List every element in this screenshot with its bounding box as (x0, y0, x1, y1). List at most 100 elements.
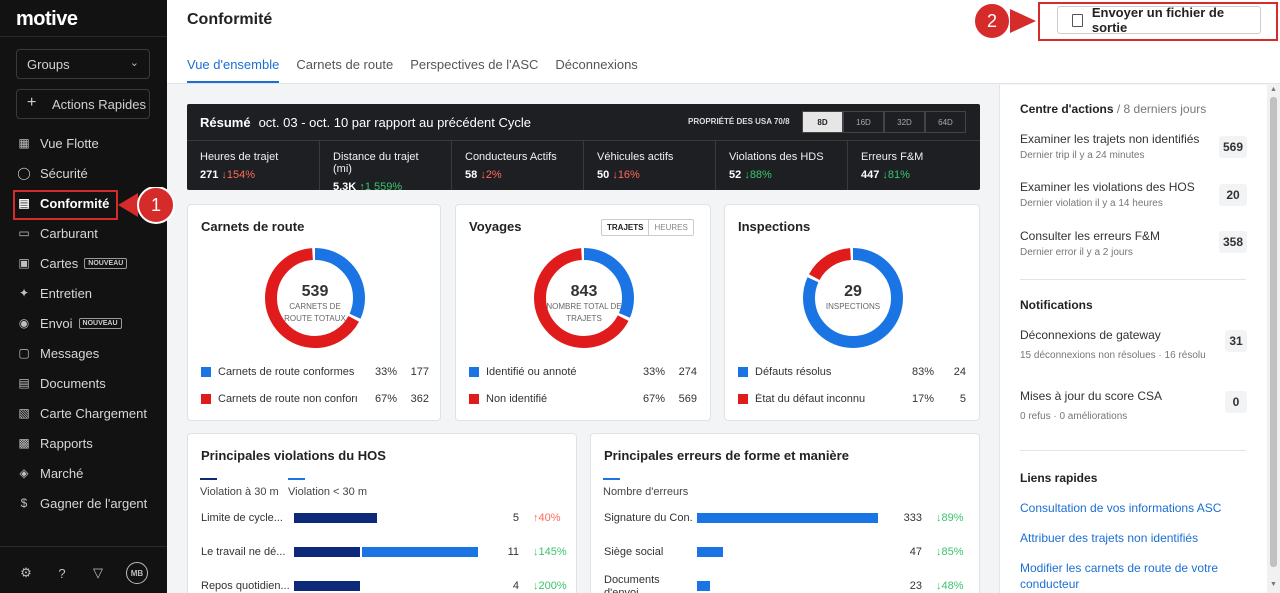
logs-card[interactable]: Carnets de route 539 CARNETS DE ROUTE TO… (187, 204, 441, 421)
sidebar-item-carburant[interactable]: ▭ Carburant (16, 221, 156, 245)
export-button[interactable]: Envoyer un fichier de sortie (1057, 5, 1261, 35)
property-label: PROPRIÉTÉ DES USA 70/8 (688, 117, 790, 126)
legend-swatch (603, 478, 620, 480)
legend-label: Nombre d'erreurs (603, 486, 689, 498)
notification-item[interactable]: Mises à jour du score CSA 0 refus · 0 amé… (1020, 389, 1247, 422)
notification-item[interactable]: Déconnexions de gateway 15 déconnexions n… (1020, 328, 1247, 361)
fm-row[interactable]: Siège social 47 ↓85% (604, 543, 969, 563)
sidebar-item-cartes[interactable]: ▣ Cartes NOUVEAU (16, 251, 156, 275)
sidebar-item-rapports[interactable]: ▩ Rapports (16, 431, 156, 455)
scroll-up-icon[interactable]: ▲ (1270, 86, 1277, 93)
row-count: 11 (507, 546, 519, 558)
sidebar-item-documents[interactable]: ▤ Documents (16, 371, 156, 395)
sidebar-item-envoi[interactable]: ◉ Envoi NOUVEAU (16, 311, 156, 335)
sidebar-item-securite[interactable]: ◯ Sécurité (16, 161, 156, 185)
hos-row[interactable]: Le travail ne dé... 11 ↓145% (201, 543, 567, 563)
fm-legend: Nombre d'erreurs (603, 478, 688, 498)
legend-row: État du défaut inconnu 17% 5 (738, 393, 966, 405)
hos-card-title: Principales violations du HOS (201, 448, 386, 463)
tab-csa[interactable]: Perspectives de l'ASC (410, 57, 539, 72)
sidebar-footer: ⚙ ? ▽ MB (18, 562, 148, 584)
bell-icon[interactable]: ▽ (93, 565, 103, 580)
sidebar-item-label: Documents (40, 375, 106, 391)
user-settings-icon[interactable]: ⚙ (20, 565, 32, 580)
page-header: Conformité Vue d'ensemble Carnets de rou… (167, 0, 1280, 84)
sidebar-item-label: Gagner de l'argent (40, 495, 148, 511)
location-icon: ◉ (18, 316, 30, 330)
logs-total: 539 (301, 283, 329, 300)
fm-row[interactable]: Documents d'envoi 23 ↓48% (604, 574, 969, 593)
notification-sub: 0 refus · 0 améliorations (1020, 411, 1128, 422)
avatar[interactable]: MB (126, 562, 148, 584)
hos-violations-card[interactable]: Principales violations du HOS (187, 433, 577, 593)
export-label: Envoyer un fichier de sortie (1091, 5, 1225, 35)
toggle-trips[interactable]: TRAJETS (602, 220, 650, 235)
sidebar-item-messages[interactable]: ▢ Messages (16, 341, 156, 365)
groups-label: Groups (27, 57, 70, 72)
toggle-hours[interactable]: HEURES (654, 223, 688, 232)
summary-metric: Véhicules actifs 50 ↓16% (583, 140, 715, 190)
help-icon[interactable]: ? (58, 565, 66, 581)
period-selector: 8D 16D 32D 64D (802, 111, 966, 133)
bar-dark (294, 513, 377, 523)
action-center-sub: / 8 derniers jours (1113, 102, 1207, 116)
motive-logo[interactable]: motive (16, 8, 78, 30)
conformite-highlight (13, 190, 118, 220)
sidebar-item-label: Envoi (40, 315, 73, 331)
tab-overview[interactable]: Vue d'ensemble (187, 57, 280, 83)
groups-dropdown[interactable]: Groups ⌄ (16, 49, 150, 79)
period-64d[interactable]: 64D (925, 111, 966, 133)
scrollbar-thumb[interactable] (1270, 97, 1277, 567)
metric-delta: ↑1 559% (359, 181, 403, 193)
row-count: 333 (903, 512, 922, 524)
metric-label: Violations des HDS (729, 151, 824, 163)
hos-row[interactable]: Repos quotidien... 4 ↓200% (201, 577, 567, 593)
link-csa-info[interactable]: Consultation de vos informations ASC (1020, 501, 1222, 515)
metric-value: 50 ↓16% (597, 169, 702, 181)
trips-card[interactable]: Voyages TRAJETS HEURES 843 NOMBRE TOTAL … (455, 204, 711, 421)
notification-sub: 15 déconnexions non résolues · 16 résolu (1020, 350, 1206, 361)
notification-count: 31 (1225, 330, 1247, 352)
hos-row[interactable]: Limite de cycle... 5 ↑40% (201, 509, 566, 529)
tab-disconnects[interactable]: Déconnexions (555, 57, 638, 72)
scroll-down-icon[interactable]: ▼ (1270, 581, 1277, 588)
sidebar-item-marche[interactable]: ◈ Marché (16, 461, 156, 485)
legend-pct: 33% (642, 366, 665, 378)
legend-pct: 33% (374, 366, 397, 378)
legend-pct: 67% (374, 393, 397, 405)
sidebar-item-entretien[interactable]: ✦ Entretien (16, 281, 156, 305)
action-item[interactable]: Examiner les violations des HOS Dernier v… (1020, 180, 1247, 209)
sidebar: motive Groups ⌄ + Actions Rapides ▦ Vue F… (0, 0, 167, 593)
fm-row[interactable]: Signature du Con... 333 ↓89% (604, 509, 969, 529)
trips-caption: NOMBRE TOTAL DE (546, 302, 622, 311)
metric-label: Véhicules actifs (597, 151, 674, 163)
link-assign-trips[interactable]: Attribuer des trajets non identifiés (1020, 531, 1199, 545)
metric-value: 5,3K ↑1 559% (333, 181, 438, 193)
notification-count: 0 (1225, 391, 1247, 413)
sidebar-item-gagner[interactable]: $ Gagner de l'argent (16, 491, 156, 515)
period-8d[interactable]: 8D (802, 111, 843, 133)
inspections-card[interactable]: Inspections 29 INSPECTIONS Défauts résol… (724, 204, 980, 421)
legend-swatch (288, 478, 305, 480)
legend-label: État du défaut inconnu (755, 393, 866, 405)
sidebar-item-vue-flotte[interactable]: ▦ Vue Flotte (16, 131, 156, 155)
sidebar-item-conformite[interactable]: ▤ Conformité (16, 191, 156, 215)
fm-errors-card[interactable]: Principales erreurs de forme et manière (590, 433, 980, 593)
quick-actions-button[interactable]: + Actions Rapides (16, 89, 150, 119)
sidebar-item-carte-chargement[interactable]: ▧ Carte Chargement (16, 401, 156, 425)
logs-caption: CARNETS DE (289, 302, 341, 311)
period-16d[interactable]: 16D (843, 111, 884, 133)
legend-row: Non identifié 67% 569 (469, 393, 697, 405)
period-32d[interactable]: 32D (884, 111, 925, 133)
row-label: Limite de cycle... (201, 512, 283, 524)
action-item[interactable]: Consulter les erreurs F&M Dernier error i… (1020, 229, 1247, 258)
tab-logs[interactable]: Carnets de route (296, 57, 394, 72)
link-edit-logs[interactable]: Modifier les carnets de route de votre c… (1020, 561, 1219, 591)
callout-2: 2 (986, 10, 997, 31)
legend-pct: 67% (642, 393, 665, 405)
action-item[interactable]: Examiner les trajets non identifiés Derni… (1020, 132, 1247, 161)
summary-metric: Erreurs F&M 447 ↓81% (847, 140, 979, 190)
metric-delta: ↓154% (221, 169, 256, 181)
scrollbar[interactable]: ▲ ▼ (1267, 85, 1280, 593)
dollar-icon: $ (20, 496, 28, 510)
